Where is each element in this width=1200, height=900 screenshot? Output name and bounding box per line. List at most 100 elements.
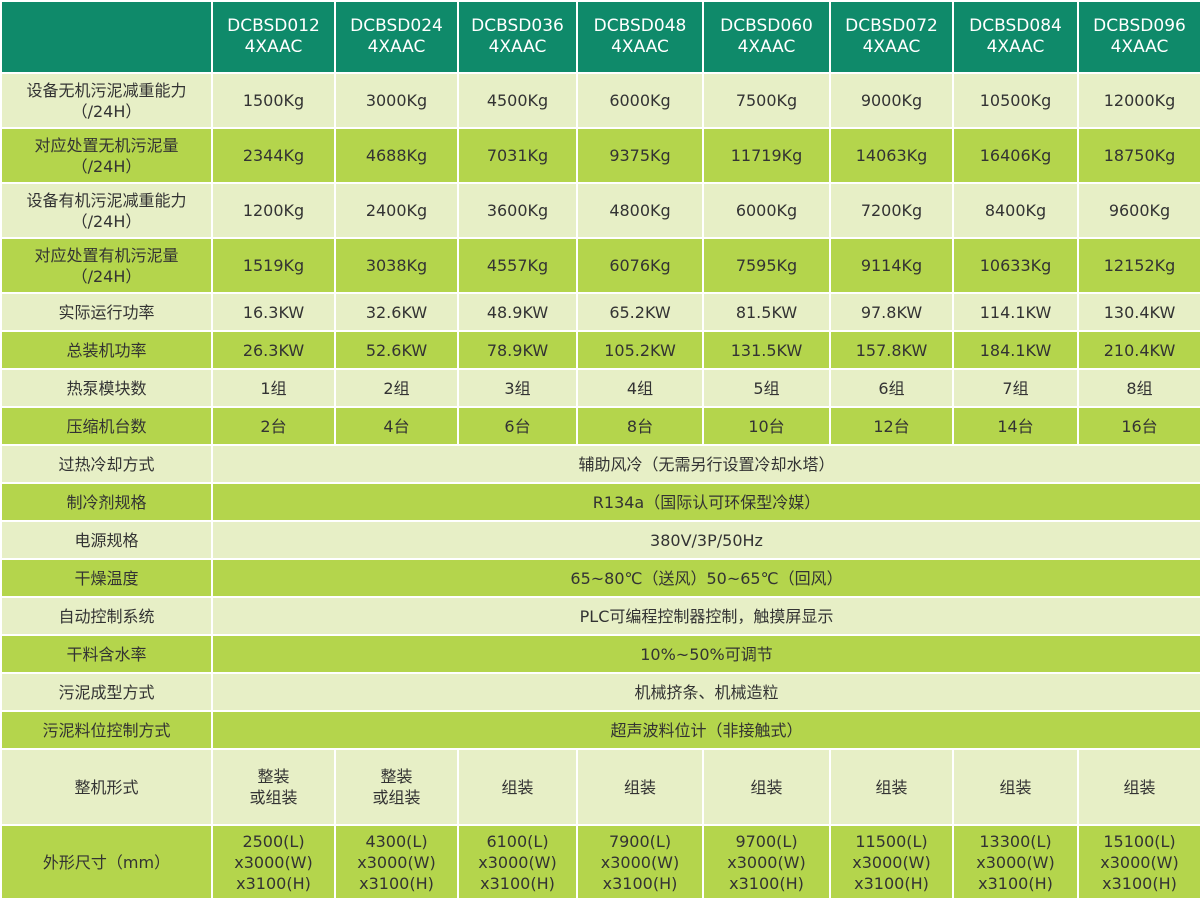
row-label: 过热冷却方式 (0, 444, 213, 484)
value-cell: 4台 (334, 406, 459, 446)
table-row: 制冷剂规格 R134a（国际认可环保型冷媒） (0, 482, 1200, 522)
value-cell: 13300(L) x3000(W) x3100(H) (952, 824, 1079, 900)
value-cell: 组装 (829, 748, 954, 826)
model-header-4: DCBSD048 4XAAC (576, 0, 704, 74)
model-header-8: DCBSD096 4XAAC (1077, 0, 1200, 74)
row-label: 热泵模块数 (0, 368, 213, 408)
table-row: 干料含水率 10%~50%可调节 (0, 634, 1200, 674)
row-label: 外形尺寸（mm） (0, 824, 213, 900)
table-row: 整机形式 整装 或组装 整装 或组装 组装 组装 组装 组装 组装 组装 (0, 748, 1200, 826)
row-label: 实际运行功率 (0, 292, 213, 332)
row-label: 污泥成型方式 (0, 672, 213, 712)
value-cell: 8组 (1077, 368, 1200, 408)
value-cell: 1200Kg (211, 182, 336, 239)
value-cell: 16.3KW (211, 292, 336, 332)
row-label: 压缩机台数 (0, 406, 213, 446)
value-cell: 10500Kg (952, 72, 1079, 129)
row-label: 设备无机污泥减重能力 （/24H） (0, 72, 213, 129)
value-cell: 组装 (952, 748, 1079, 826)
value-cell: 1500Kg (211, 72, 336, 129)
table-row: 外形尺寸（mm） 2500(L) x3000(W) x3100(H) 4300(L)… (0, 824, 1200, 900)
value-cell: 15100(L) x3000(W) x3100(H) (1077, 824, 1200, 900)
table-row: 热泵模块数 1组 2组 3组 4组 5组 6组 7组 8组 (0, 368, 1200, 408)
row-label: 污泥料位控制方式 (0, 710, 213, 750)
value-cell: 组装 (702, 748, 831, 826)
value-cell: 14台 (952, 406, 1079, 446)
value-cell: 组装 (1077, 748, 1200, 826)
header-row: DCBSD012 4XAAC DCBSD024 4XAAC DCBSD036 4… (0, 0, 1200, 74)
model-header-3: DCBSD036 4XAAC (457, 0, 578, 74)
value-cell: 3600Kg (457, 182, 578, 239)
row-label: 对应处置有机污泥量 （/24H） (0, 237, 213, 294)
value-cell: 2500(L) x3000(W) x3100(H) (211, 824, 336, 900)
value-cell: 7900(L) x3000(W) x3100(H) (576, 824, 704, 900)
value-cell: 184.1KW (952, 330, 1079, 370)
spanning-value-cell: 65~80℃（送风）50~65℃（回风） (211, 558, 1200, 598)
spanning-value-cell: PLC可编程控制器控制，触摸屏显示 (211, 596, 1200, 636)
value-cell: 整装 或组装 (334, 748, 459, 826)
value-cell: 26.3KW (211, 330, 336, 370)
value-cell: 11719Kg (702, 127, 831, 184)
value-cell: 6台 (457, 406, 578, 446)
model-header-2: DCBSD024 4XAAC (334, 0, 459, 74)
value-cell: 7组 (952, 368, 1079, 408)
value-cell: 210.4KW (1077, 330, 1200, 370)
value-cell: 9375Kg (576, 127, 704, 184)
spanning-value-cell: 10%~50%可调节 (211, 634, 1200, 674)
row-label: 干燥温度 (0, 558, 213, 598)
table-row: 压缩机台数 2台 4台 6台 8台 10台 12台 14台 16台 (0, 406, 1200, 446)
value-cell: 9114Kg (829, 237, 954, 294)
value-cell: 9700(L) x3000(W) x3100(H) (702, 824, 831, 900)
value-cell: 131.5KW (702, 330, 831, 370)
spanning-value-cell: R134a（国际认可环保型冷媒） (211, 482, 1200, 522)
value-cell: 12152Kg (1077, 237, 1200, 294)
value-cell: 5组 (702, 368, 831, 408)
table-row: 自动控制系统 PLC可编程控制器控制，触摸屏显示 (0, 596, 1200, 636)
value-cell: 97.8KW (829, 292, 954, 332)
value-cell: 10633Kg (952, 237, 1079, 294)
model-header-7: DCBSD084 4XAAC (952, 0, 1079, 74)
row-label: 自动控制系统 (0, 596, 213, 636)
value-cell: 6076Kg (576, 237, 704, 294)
value-cell: 6组 (829, 368, 954, 408)
table-row: 污泥成型方式 机械挤条、机械造粒 (0, 672, 1200, 712)
value-cell: 130.4KW (1077, 292, 1200, 332)
row-label: 总装机功率 (0, 330, 213, 370)
spec-table-body: 设备无机污泥减重能力 （/24H） 1500Kg 3000Kg 4500Kg 6000K… (0, 72, 1200, 900)
value-cell: 3000Kg (334, 72, 459, 129)
value-cell: 9000Kg (829, 72, 954, 129)
value-cell: 16406Kg (952, 127, 1079, 184)
value-cell: 1519Kg (211, 237, 336, 294)
table-row: 设备有机污泥减重能力 （/24H） 1200Kg 2400Kg 3600Kg 4800K… (0, 182, 1200, 239)
value-cell: 2台 (211, 406, 336, 446)
value-cell: 12台 (829, 406, 954, 446)
value-cell: 3组 (457, 368, 578, 408)
model-header-5: DCBSD060 4XAAC (702, 0, 831, 74)
value-cell: 6100(L) x3000(W) x3100(H) (457, 824, 578, 900)
value-cell: 105.2KW (576, 330, 704, 370)
corner-cell (0, 0, 213, 74)
value-cell: 16台 (1077, 406, 1200, 446)
value-cell: 2组 (334, 368, 459, 408)
value-cell: 8台 (576, 406, 704, 446)
table-row: 电源规格 380V/3P/50Hz (0, 520, 1200, 560)
table-row: 总装机功率 26.3KW 52.6KW 78.9KW 105.2KW 131.5KW 157… (0, 330, 1200, 370)
value-cell: 114.1KW (952, 292, 1079, 332)
table-row: 过热冷却方式 辅助风冷（无需另行设置冷却水塔） (0, 444, 1200, 484)
value-cell: 18750Kg (1077, 127, 1200, 184)
value-cell: 7500Kg (702, 72, 831, 129)
value-cell: 7031Kg (457, 127, 578, 184)
value-cell: 组装 (457, 748, 578, 826)
table-row: 干燥温度 65~80℃（送风）50~65℃（回风） (0, 558, 1200, 598)
value-cell: 7200Kg (829, 182, 954, 239)
value-cell: 整装 或组装 (211, 748, 336, 826)
value-cell: 4300(L) x3000(W) x3100(H) (334, 824, 459, 900)
value-cell: 3038Kg (334, 237, 459, 294)
value-cell: 4800Kg (576, 182, 704, 239)
value-cell: 10台 (702, 406, 831, 446)
value-cell: 52.6KW (334, 330, 459, 370)
value-cell: 48.9KW (457, 292, 578, 332)
row-label: 整机形式 (0, 748, 213, 826)
value-cell: 32.6KW (334, 292, 459, 332)
table-row: 对应处置有机污泥量 （/24H） 1519Kg 3038Kg 4557Kg 6076Kg… (0, 237, 1200, 294)
